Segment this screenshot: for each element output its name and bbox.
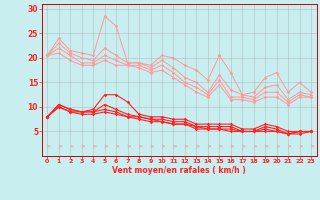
X-axis label: Vent moyen/en rafales ( km/h ): Vent moyen/en rafales ( km/h )	[112, 166, 246, 175]
